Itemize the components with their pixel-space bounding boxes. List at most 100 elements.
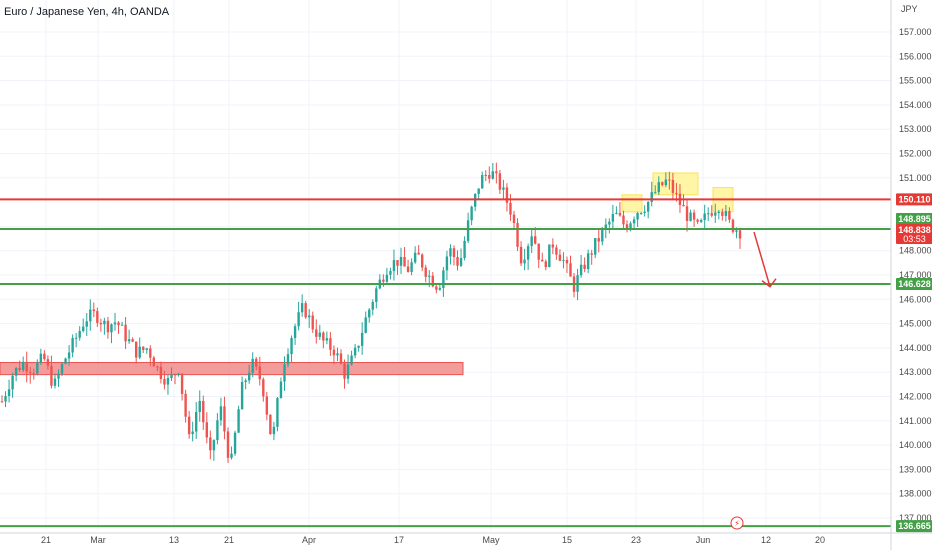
chart-grid (0, 0, 891, 530)
candle-body (516, 223, 519, 247)
candle-body (586, 253, 590, 269)
candle-body (668, 179, 671, 181)
candle-body (703, 213, 706, 220)
y-tick-label: 147.000 (899, 270, 932, 280)
candle-body (177, 373, 180, 375)
candle-body (353, 347, 357, 356)
candle-body (71, 337, 74, 353)
candle-body (237, 409, 240, 433)
y-tick-label: 137.000 (899, 513, 932, 523)
candle-body (283, 364, 286, 382)
candle-body (74, 337, 78, 339)
candle-body (371, 301, 374, 310)
x-tick-label: 12 (761, 535, 771, 545)
candle-body (149, 348, 152, 358)
candle-body (618, 212, 622, 216)
candle-body (117, 322, 120, 326)
candle-body (202, 400, 205, 423)
down-arrow-icon (753, 231, 777, 288)
price-axis[interactable]: 157.000 156.000 155.000 154.000 153.000 152.0… (890, 0, 932, 550)
y-tick-label: 151.000 (899, 173, 932, 183)
candle-body (85, 321, 88, 327)
candle-body (622, 215, 625, 225)
candle-body (579, 264, 583, 276)
candle-body (657, 182, 660, 193)
candle-body (421, 254, 424, 268)
candle-body (413, 252, 417, 263)
candle-body (675, 192, 678, 194)
candle-body (36, 362, 39, 374)
candle-body (396, 260, 399, 266)
candle-body (590, 253, 593, 255)
x-tick-label: 20 (815, 535, 825, 545)
candle-body (329, 338, 332, 350)
x-tick-label: 21 (224, 535, 234, 545)
level-price-tag: 148.895 (898, 214, 931, 224)
candle-body (343, 363, 346, 379)
candle-body (721, 212, 724, 216)
y-tick-label: 142.000 (899, 392, 932, 402)
symbol-title: Euro / Japanese Yen, 4h, OANDA (4, 6, 170, 18)
candle-body (466, 220, 470, 241)
candle-body (368, 309, 371, 318)
candle-body (495, 171, 498, 174)
candle-body (251, 358, 254, 373)
candle-body (717, 212, 721, 214)
candle-body (46, 359, 50, 366)
candle-body (209, 437, 212, 451)
candle-body (625, 224, 629, 230)
candle-body (43, 353, 46, 360)
candle-body (53, 378, 57, 386)
y-tick-label: 140.000 (899, 440, 932, 450)
candle-body (170, 374, 173, 379)
candle-body (290, 338, 293, 355)
candle-body (738, 230, 742, 239)
candle-body (452, 248, 456, 258)
candle-body (442, 270, 445, 288)
candle-body (322, 332, 325, 341)
candle-body (78, 330, 81, 338)
candle-body (569, 263, 572, 277)
candle-body (661, 182, 664, 186)
candle-body (399, 256, 403, 266)
candle-body (428, 275, 431, 277)
candle-body (198, 400, 201, 412)
candle-body (124, 324, 127, 342)
candle-body (360, 332, 364, 346)
candle-body (14, 367, 18, 376)
candle-body (244, 380, 247, 383)
candle-body (304, 303, 307, 318)
candle-body (180, 373, 184, 394)
y-tick-label: 145.000 (899, 319, 932, 329)
current-price-bg (896, 223, 932, 244)
candle-body (308, 315, 311, 318)
candle-body (240, 382, 244, 410)
y-tick-label: 148.000 (899, 246, 932, 256)
candle-body (551, 244, 555, 248)
candle-body (523, 259, 526, 264)
candle-body (336, 353, 339, 356)
candle-body (258, 366, 261, 380)
candle-body (636, 213, 639, 220)
y-tick-label: 153.000 (899, 124, 932, 134)
candle-body (99, 322, 103, 325)
candle-body (650, 192, 653, 202)
candle-body (707, 213, 710, 215)
candle-body (392, 260, 396, 272)
time-axis[interactable]: 21 Mar 13 21 Apr 17 May 15 23 Jun 12 20 (0, 532, 932, 545)
x-tick-label: Jun (696, 535, 711, 545)
candle-body (272, 426, 276, 435)
support-price-tag: 146.628 (898, 279, 931, 289)
candle-body (357, 345, 360, 348)
lightning-icon (730, 516, 744, 530)
candle-body (89, 309, 92, 322)
candle-body (300, 303, 304, 313)
candle-body (110, 324, 113, 333)
y-tick-label: 152.000 (899, 149, 932, 159)
candle-body (728, 211, 731, 220)
candle-body (226, 431, 230, 458)
candle-body (64, 358, 67, 364)
candle-body (346, 364, 350, 379)
y-tick-label: 144.000 (899, 343, 932, 353)
